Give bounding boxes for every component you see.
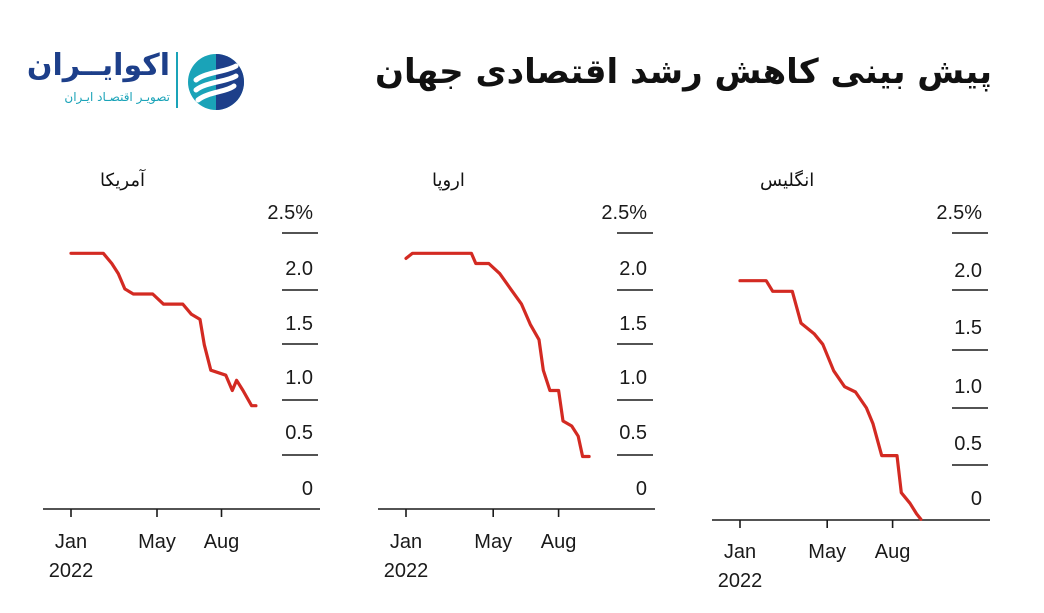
y-tick-label: 0.5 — [954, 433, 982, 455]
page-title: پیش بینی کاهش رشد اقتصادی جهان — [374, 52, 992, 92]
chart-title-usa: آمریکا — [100, 170, 146, 191]
y-tick-label: 1.5 — [954, 317, 982, 339]
y-tick-label: 2.5% — [936, 202, 982, 224]
y-tick-label: 1.5 — [619, 313, 647, 335]
y-tick-label: 0 — [636, 478, 647, 500]
series-line — [738, 279, 923, 521]
x-tick-label: Aug — [204, 531, 240, 553]
brand-logo-icon — [188, 54, 244, 110]
x-tick-label: May — [808, 541, 846, 563]
x-tick-label: May — [138, 531, 176, 553]
brand-block: اکوایــران تصویـر اقتصـاد ایـران — [27, 44, 256, 114]
x-tick-label: Jan — [390, 531, 422, 553]
x-tick-label: Aug — [875, 541, 911, 563]
y-tick-label: 0.5 — [285, 422, 313, 444]
y-tick-label: 2.5% — [601, 202, 647, 224]
y-tick-label: 2.0 — [619, 258, 647, 280]
x-year-label: 2022 — [384, 560, 429, 582]
y-tick-label: 0.5 — [619, 422, 647, 444]
x-tick-label: Aug — [541, 531, 577, 553]
y-tick-label: 2.0 — [954, 260, 982, 282]
y-tick-label: 1.0 — [285, 367, 313, 389]
brand-divider — [176, 52, 178, 108]
chart-title-uk: انگلیس — [760, 170, 815, 191]
y-tick-label: 2.5% — [267, 202, 313, 224]
chart-title-europe: اروپا — [432, 170, 465, 191]
x-year-label: 2022 — [49, 560, 94, 582]
series-line — [404, 251, 591, 459]
y-tick-label: 0 — [302, 478, 313, 500]
x-year-label: 2022 — [718, 570, 763, 592]
series-line — [69, 251, 258, 408]
y-tick-label: 2.0 — [285, 258, 313, 280]
y-tick-label: 1.0 — [954, 376, 982, 398]
y-tick-label: 0 — [971, 488, 982, 510]
x-tick-label: Jan — [55, 531, 87, 553]
brand-tagline: تصویـر اقتصـاد ایـران — [64, 90, 170, 104]
y-tick-label: 1.5 — [285, 313, 313, 335]
x-tick-label: May — [474, 531, 512, 553]
x-tick-label: Jan — [724, 541, 756, 563]
y-tick-label: 1.0 — [619, 367, 647, 389]
brand-name: اکوایــران — [26, 48, 170, 83]
